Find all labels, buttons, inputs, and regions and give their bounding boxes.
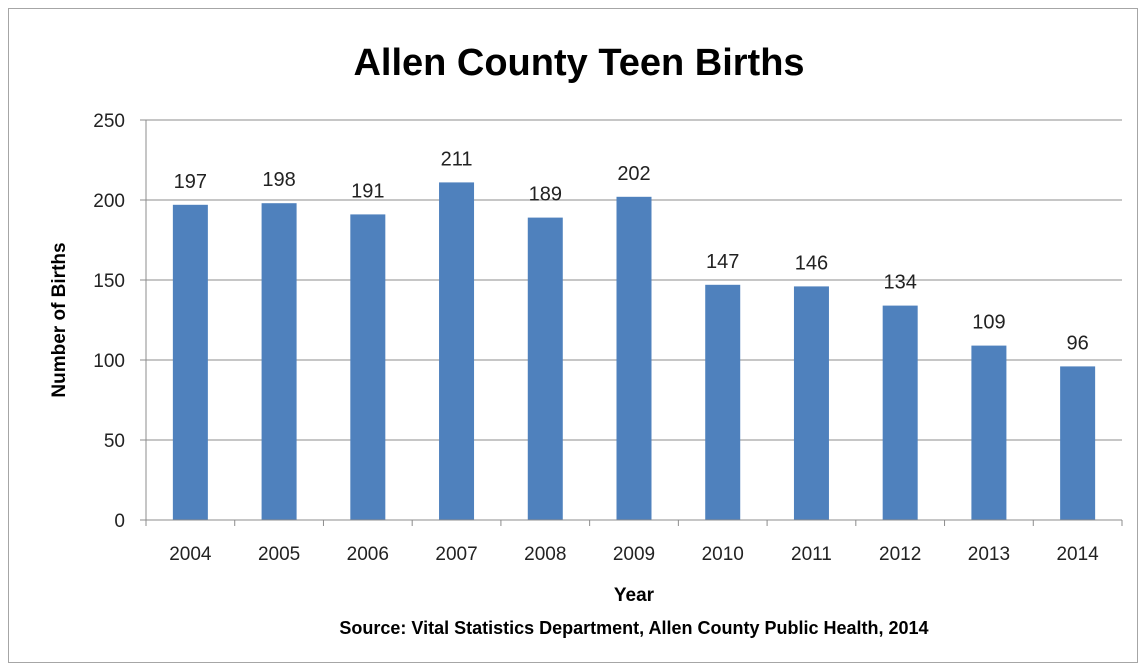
data-label-2013: 109 [972,312,1005,334]
bar-2007 [439,182,475,520]
bar-2005 [261,203,297,520]
data-labels: 197 198 191 211 189 202 147 146 134 109 96 [174,148,1089,354]
bar-2006 [350,214,386,520]
x-tick-label-2008: 2008 [524,544,566,565]
x-tick-label-2013: 2013 [968,544,1010,565]
tick-labels: 0 50 100 150 200 250 2004 2005 2006 2007 2008 2009 2… [93,111,1099,565]
x-tick-label-2014: 2014 [1056,544,1099,565]
x-tick-label-2010: 2010 [702,544,744,565]
x-axis-title: Year [614,585,655,606]
x-tick-label-2012: 2012 [879,544,921,565]
bars [172,182,1096,521]
y-tick-label-50: 50 [104,431,125,452]
bar-2008 [527,217,563,520]
x-tick-label-2009: 2009 [613,544,655,565]
bar-2012 [882,305,918,520]
source-note: Source: Vital Statistics Department, All… [339,618,928,638]
y-tick-label-100: 100 [93,351,125,372]
data-label-2008: 189 [529,184,562,206]
bar-2014 [1060,366,1096,520]
axes [140,119,1123,526]
x-tick-label-2005: 2005 [258,544,300,565]
data-label-2014: 96 [1067,332,1089,354]
chart-title: Allen County Teen Births [353,42,804,84]
data-label-2009: 202 [617,163,650,185]
data-label-2005: 198 [262,169,295,191]
data-label-2010: 147 [706,251,739,273]
bar-2013 [971,345,1007,520]
data-label-2006: 191 [351,180,384,202]
data-label-2004: 197 [174,171,207,193]
data-label-2011: 146 [795,252,828,274]
bar-2009 [616,196,652,521]
x-tick-label-2011: 2011 [791,544,832,565]
y-tick-label-250: 250 [93,111,125,132]
x-tick-label-2006: 2006 [347,544,389,565]
x-tick-label-2004: 2004 [169,544,212,565]
bar-2011 [793,286,829,520]
y-tick-label-0: 0 [114,511,125,532]
y-tick-label-200: 200 [93,191,125,212]
y-tick-label-150: 150 [93,271,125,292]
bar-2004 [172,204,208,521]
data-label-2012: 134 [883,272,916,294]
data-label-2007: 211 [441,148,473,170]
x-tick-label-2007: 2007 [435,544,477,565]
y-axis-title: Number of Births [49,242,70,397]
bar-2010 [705,284,741,520]
